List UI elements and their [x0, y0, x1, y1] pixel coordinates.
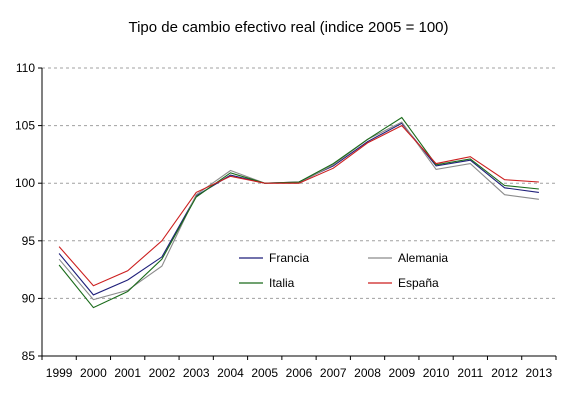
x-tick-label: 2004	[217, 366, 244, 380]
x-tick-label: 2013	[526, 366, 553, 380]
x-tick-label: 2008	[354, 366, 381, 380]
x-tick-label: 2007	[320, 366, 347, 380]
y-tick-label: 105	[15, 119, 35, 133]
x-tick-label: 2005	[251, 366, 278, 380]
y-tick-label: 90	[22, 291, 36, 305]
x-tick-label: 2002	[149, 366, 176, 380]
y-tick-label: 95	[22, 234, 36, 248]
series-line-italia	[58, 116, 539, 309]
y-tick-label: 110	[16, 61, 35, 75]
x-tick-label: 2011	[457, 366, 483, 380]
x-tick-label: 2006	[286, 366, 313, 380]
series-line-francia	[58, 122, 539, 296]
legend-label-italia: Italia	[269, 276, 295, 290]
legend-label-alemania: Alemania	[398, 251, 448, 265]
y-tick-label: 100	[15, 176, 35, 190]
x-tick-label: 2009	[388, 366, 415, 380]
x-tick-label: 2000	[80, 366, 107, 380]
x-tick-label: 2001	[114, 366, 141, 380]
series-line-españa	[58, 124, 539, 287]
y-tick-label: 85	[22, 349, 36, 363]
legend-label-españa: España	[398, 276, 439, 290]
legend-label-francia: Francia	[269, 251, 309, 265]
x-tick-label: 1999	[46, 366, 73, 380]
x-tick-label: 2010	[423, 366, 450, 380]
x-tick-label: 2012	[491, 366, 518, 380]
series-line-alemania	[58, 121, 539, 301]
chart-title: Tipo de cambio efectivo real (indice 200…	[128, 19, 449, 36]
x-tick-label: 2003	[183, 366, 210, 380]
